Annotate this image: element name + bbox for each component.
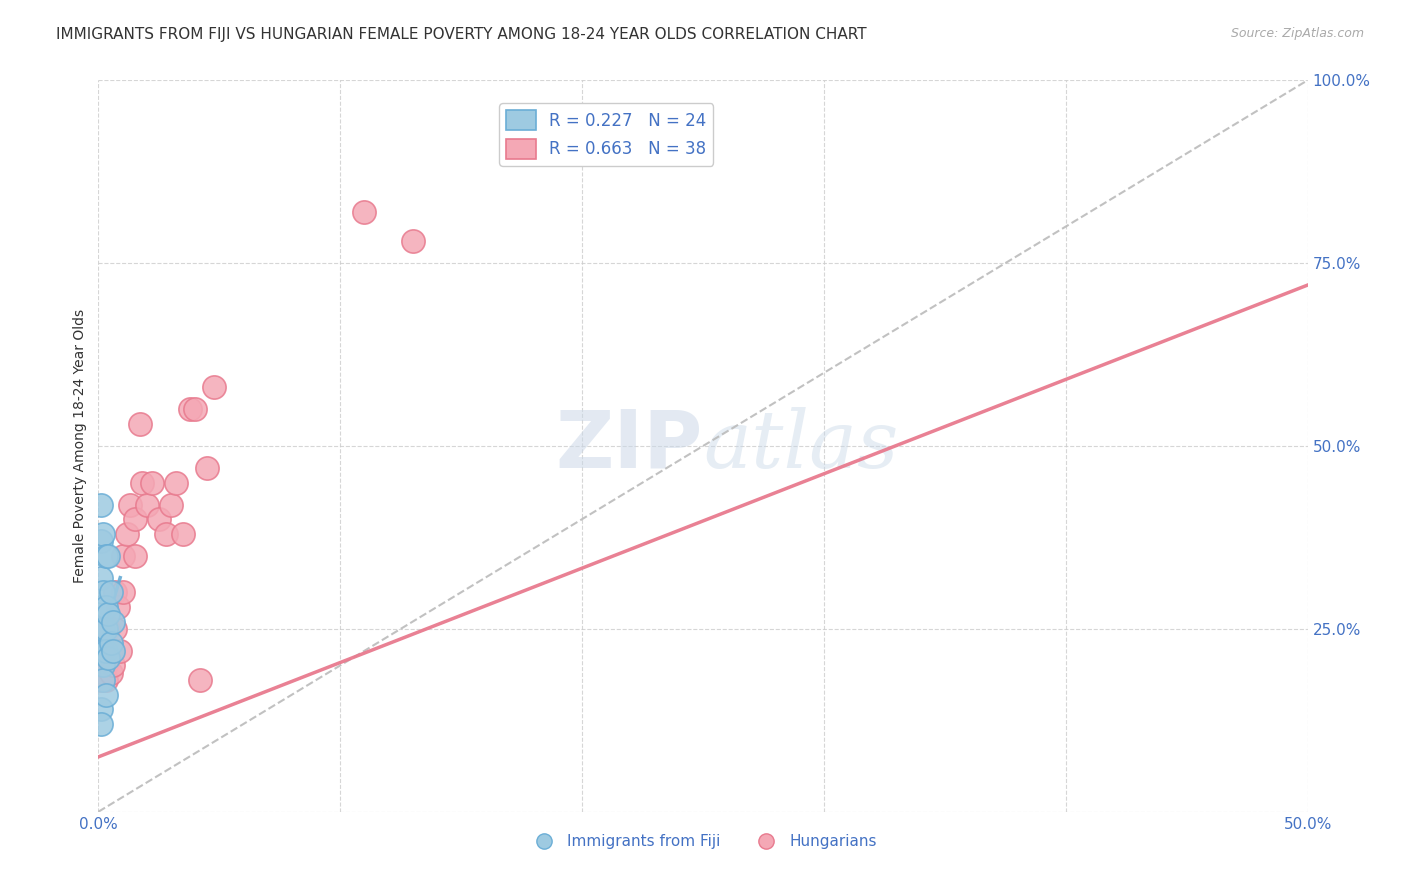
Point [184,402,207,417]
Point [117,526,139,541]
Point [90,534,112,549]
Point [353,205,375,219]
Point [141,475,163,490]
Text: Source: ZipAtlas.com: Source: ZipAtlas.com [1230,27,1364,40]
Point [160,498,183,512]
Point [94,658,117,673]
Point [90,717,112,731]
Point [204,380,226,394]
Point [101,615,124,629]
Point [90,673,112,687]
Point [108,644,131,658]
Point [179,402,201,417]
Point [100,636,122,650]
Point [90,702,112,716]
Point [91,673,114,687]
Point [101,644,124,658]
Point [91,526,114,541]
Point [94,644,117,658]
Point [91,644,114,658]
Point [97,549,120,563]
Point [94,599,117,614]
Point [124,512,146,526]
Point [91,644,114,658]
Point [90,599,112,614]
Point [90,658,112,673]
Point [155,526,177,541]
Point [124,549,146,563]
Point [188,673,211,687]
Point [97,644,120,658]
Point [172,526,194,541]
Point [97,651,120,665]
Point [111,549,134,563]
Point [148,512,170,526]
Point [131,475,153,490]
Point [100,665,122,680]
Point [135,498,157,512]
Point [104,622,127,636]
Point [94,644,117,658]
Text: ZIP: ZIP [555,407,703,485]
Point [104,585,127,599]
Point [94,549,117,563]
Point [91,622,114,636]
Text: atlas: atlas [703,408,898,484]
Point [111,585,134,599]
Point [165,475,187,490]
Point [100,585,122,599]
Point [118,498,141,512]
Point [97,622,120,636]
Point [90,498,112,512]
Point [195,461,218,475]
Point [101,658,124,673]
Point [100,644,122,658]
Point [91,665,114,680]
Point [107,599,129,614]
Y-axis label: Female Poverty Among 18-24 Year Olds: Female Poverty Among 18-24 Year Olds [73,309,87,583]
Point [402,234,425,248]
Text: IMMIGRANTS FROM FIJI VS HUNGARIAN FEMALE POVERTY AMONG 18-24 YEAR OLDS CORRELATI: IMMIGRANTS FROM FIJI VS HUNGARIAN FEMALE… [56,27,868,42]
Legend: Immigrants from Fiji, Hungarians: Immigrants from Fiji, Hungarians [523,828,883,855]
Point [94,673,117,687]
Point [97,607,120,622]
Point [91,585,114,599]
Point [90,571,112,585]
Point [91,658,114,673]
Point [94,622,117,636]
Point [128,417,150,431]
Point [94,688,117,702]
